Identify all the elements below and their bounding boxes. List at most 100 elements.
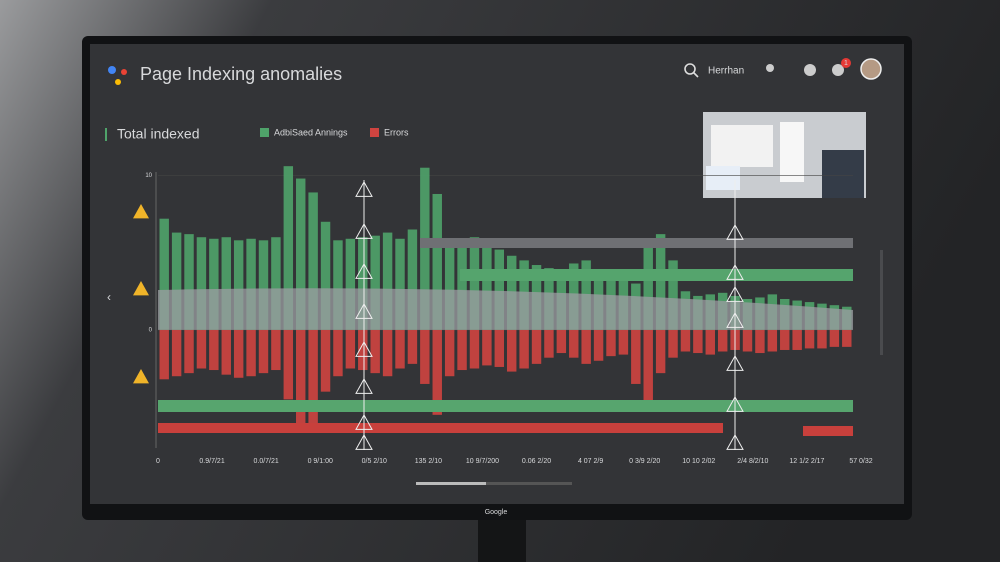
- warning-icon: [133, 369, 149, 384]
- bar: [209, 238, 219, 330]
- bar: [693, 329, 703, 354]
- bar: [395, 329, 405, 369]
- warning-icon: [133, 204, 149, 219]
- bar: [593, 329, 604, 361]
- bar: [283, 329, 294, 400]
- bar: [432, 193, 442, 330]
- warning-icon: [355, 222, 373, 239]
- bar: [159, 329, 169, 380]
- legend-swatch: [260, 128, 269, 137]
- bar: [345, 329, 356, 369]
- y-tick-label: 0: [149, 327, 153, 333]
- warning-icon: [355, 413, 373, 430]
- bar: [420, 329, 430, 384]
- x-tick-label: 0/5 2/10: [362, 458, 387, 465]
- bar: [320, 221, 331, 330]
- logo-dot: [115, 79, 121, 85]
- bar: [432, 329, 442, 415]
- badge-count: 1: [844, 60, 848, 67]
- bar: [233, 329, 244, 378]
- warning-icon: [726, 311, 744, 328]
- bar: [680, 329, 691, 352]
- x-tick-label: 135 2/10: [415, 458, 442, 465]
- status-strip: [158, 423, 723, 433]
- bar: [196, 237, 207, 330]
- logo-dot: [108, 66, 116, 74]
- brand: Google: [485, 509, 508, 516]
- bar: [271, 237, 281, 330]
- bar: [655, 329, 666, 374]
- page-title: Page Indexing anomalies: [140, 64, 342, 84]
- bar: [444, 329, 455, 377]
- bar: [804, 329, 815, 349]
- x-tick-label: 0: [156, 458, 160, 465]
- bar: [296, 329, 306, 431]
- bar: [171, 232, 182, 330]
- bar: [519, 329, 529, 369]
- bar: [668, 329, 678, 358]
- bar: [581, 329, 591, 364]
- bar: [444, 243, 455, 330]
- bar: [643, 240, 653, 330]
- bar: [171, 329, 182, 377]
- bar: [308, 192, 318, 330]
- bar: [159, 218, 169, 330]
- bar: [842, 329, 852, 347]
- bar: [531, 329, 542, 364]
- badge: [841, 58, 851, 68]
- bar: [283, 166, 294, 330]
- bar: [233, 240, 244, 330]
- bar: [792, 329, 802, 350]
- bar: [382, 232, 393, 330]
- warning-icon: [355, 302, 373, 319]
- x-tick-label: 10 9/7/200: [466, 458, 499, 465]
- monitor-stand: [478, 515, 526, 562]
- warning-icon: [726, 263, 744, 280]
- scrollbar[interactable]: [880, 250, 883, 355]
- bar: [370, 235, 380, 330]
- bar: [258, 329, 269, 374]
- bar: [296, 178, 306, 330]
- bar: [308, 329, 318, 426]
- prev-arrow[interactable]: ‹: [107, 290, 111, 304]
- bar: [494, 249, 505, 330]
- warning-icon: [355, 340, 373, 357]
- bar: [755, 329, 765, 354]
- avatar[interactable]: [860, 58, 882, 80]
- bar: [569, 329, 579, 358]
- x-tick-label: 0.06 2/20: [522, 458, 551, 465]
- search-icon: [693, 72, 699, 78]
- user-name[interactable]: Herrhan: [708, 66, 744, 77]
- bar: [420, 167, 430, 330]
- bar: [829, 329, 840, 347]
- warning-icon: [355, 262, 373, 279]
- x-tick-label: 0.9/7/21: [199, 458, 224, 465]
- x-tick-label: 2/4 8/2/10: [737, 458, 768, 465]
- warning-icon: [133, 281, 149, 296]
- warning-icon: [355, 180, 373, 197]
- download-icon[interactable]: [804, 64, 816, 76]
- bar: [221, 237, 231, 330]
- warning-icon: [726, 433, 744, 450]
- account-icon[interactable]: [766, 64, 774, 72]
- bar: [395, 238, 405, 330]
- bar: [494, 329, 505, 367]
- bar: [382, 329, 393, 377]
- bar: [655, 234, 666, 330]
- warning-icon: [355, 433, 373, 450]
- search-icon[interactable]: [684, 63, 696, 75]
- bar: [209, 329, 219, 371]
- bar: [271, 329, 281, 371]
- logo-dot: [121, 69, 127, 75]
- bar: [631, 329, 641, 384]
- notifications-icon[interactable]: [832, 64, 844, 76]
- gray-band: [158, 288, 853, 330]
- legend-swatch: [370, 128, 379, 137]
- status-strip: [158, 400, 853, 412]
- thumbnail-screen: [711, 125, 773, 167]
- h-scroll-thumb[interactable]: [416, 482, 486, 485]
- thumbnail-card: [706, 166, 740, 190]
- x-tick-label: 10 10 2/02: [682, 458, 715, 465]
- bar: [668, 260, 678, 330]
